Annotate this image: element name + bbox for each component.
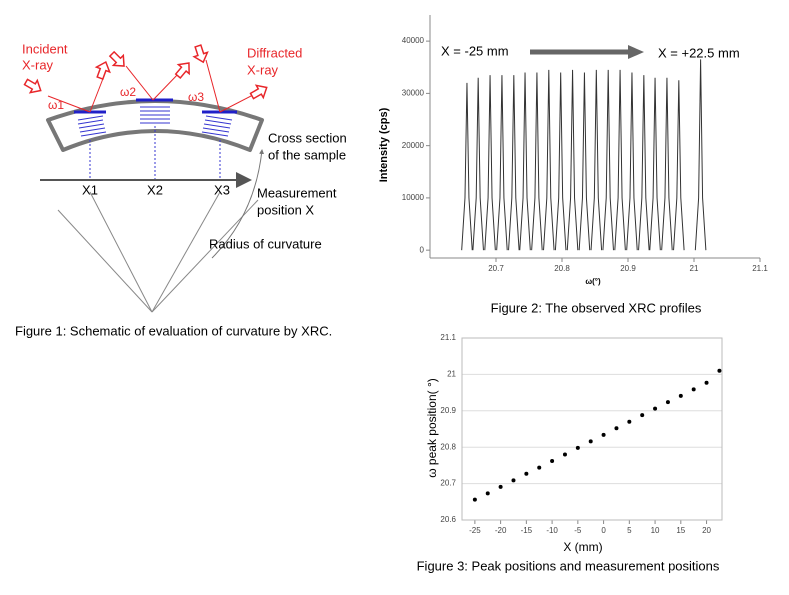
- point: [717, 368, 722, 373]
- y-tick-label: 20.9: [440, 406, 456, 415]
- y-tick-label: 40000: [402, 36, 425, 45]
- point: [537, 465, 542, 470]
- profile-line: [661, 77, 673, 251]
- arrowhead: [628, 45, 644, 59]
- y-tick-label: 30000: [402, 88, 425, 97]
- label: of the sample: [268, 147, 346, 162]
- x-tick-label: 21.1: [752, 264, 768, 273]
- x-tick-label: 20.9: [620, 264, 636, 273]
- profile-line: [543, 69, 555, 251]
- profile-line: [626, 72, 638, 251]
- profile-line: [590, 69, 603, 251]
- schematic: Incident X-ray ω1 ω2 ω3 Diffracted X-ray…: [15, 41, 347, 338]
- caption: Figure 1: Schematic of evaluation of cur…: [15, 323, 332, 338]
- point: [472, 497, 477, 502]
- x-tick-label: 21: [690, 264, 699, 273]
- profile-line: [566, 69, 579, 251]
- profile-line: [614, 69, 626, 251]
- point: [627, 419, 632, 424]
- x-tick-label: -15: [521, 526, 533, 535]
- profile-line: [578, 72, 591, 251]
- label: ω2: [120, 85, 136, 99]
- label: X1: [82, 182, 98, 197]
- y-axis-title: Intensity (cps): [378, 107, 390, 182]
- label: ω3: [188, 90, 204, 104]
- label: ω1: [48, 98, 64, 112]
- y-axis-title: ω peak position( °): [425, 378, 439, 478]
- x-tick-label: 15: [676, 526, 685, 535]
- x-tick-label: 20.8: [554, 264, 570, 273]
- label: Cross section: [268, 130, 347, 145]
- point: [550, 459, 555, 464]
- profile-line: [694, 59, 707, 251]
- x-tick-label: -25: [469, 526, 481, 535]
- label: X3: [214, 182, 230, 197]
- point: [704, 380, 709, 385]
- x-tick-label: 10: [651, 526, 660, 535]
- profile-line: [638, 75, 650, 251]
- label: Diffracted: [247, 45, 302, 60]
- profile-line: [508, 75, 520, 251]
- profile-line: [484, 75, 496, 251]
- label: X-ray: [22, 57, 54, 72]
- point: [614, 426, 619, 431]
- y-tick-label: 20.7: [440, 479, 456, 488]
- point: [562, 452, 567, 457]
- point: [485, 491, 490, 496]
- profile-line: [649, 77, 661, 251]
- point: [678, 393, 683, 398]
- y-tick-label: 0: [420, 245, 425, 254]
- x-tick-label: 0: [601, 526, 606, 535]
- profile-line: [673, 80, 685, 251]
- y-tick-label: 10000: [402, 193, 425, 202]
- profile-line: [602, 69, 614, 251]
- profile-line: [461, 82, 473, 251]
- y-tick-label: 20.6: [440, 515, 456, 524]
- profile-line: [554, 72, 567, 251]
- label: Measurement: [257, 185, 337, 200]
- point: [524, 471, 529, 476]
- caption: Figure 3: Peak positions and measurement…: [417, 558, 720, 573]
- x-tick-label: 20.7: [488, 264, 504, 273]
- profile-line: [519, 72, 531, 251]
- annotation: X = -25 mm: [441, 43, 509, 58]
- point: [498, 484, 503, 489]
- label: Incident: [22, 41, 68, 56]
- x-tick-label: -10: [546, 526, 558, 535]
- label: position X: [257, 202, 314, 217]
- y-tick-label: 21.1: [440, 333, 456, 342]
- point: [511, 478, 516, 483]
- label: X2: [147, 182, 163, 197]
- x-axis-title: ω(°): [585, 277, 601, 286]
- point: [653, 406, 658, 411]
- profile-line: [472, 77, 484, 251]
- y-tick-label: 20.8: [440, 442, 456, 451]
- profile-line: [496, 75, 508, 251]
- x-tick-label: 5: [627, 526, 632, 535]
- point: [575, 445, 580, 450]
- y-tick-label: 20000: [402, 141, 425, 150]
- x-axis-title: X (mm): [563, 540, 602, 554]
- x-tick-label: 20: [702, 526, 711, 535]
- label: Radius of curvature: [209, 236, 322, 251]
- point: [640, 413, 645, 418]
- x-tick-label: -5: [574, 526, 582, 535]
- point: [665, 400, 670, 405]
- profile-line: [531, 72, 543, 251]
- x-tick-label: -20: [495, 526, 507, 535]
- y-tick-label: 21: [447, 370, 456, 379]
- point: [588, 439, 593, 444]
- point: [691, 387, 696, 392]
- point: [601, 432, 606, 437]
- label: X-ray: [247, 62, 279, 77]
- plot-frame: [461, 337, 723, 521]
- caption: Figure 2: The observed XRC profiles: [491, 300, 702, 315]
- annotation: X = +22.5 mm: [658, 45, 740, 60]
